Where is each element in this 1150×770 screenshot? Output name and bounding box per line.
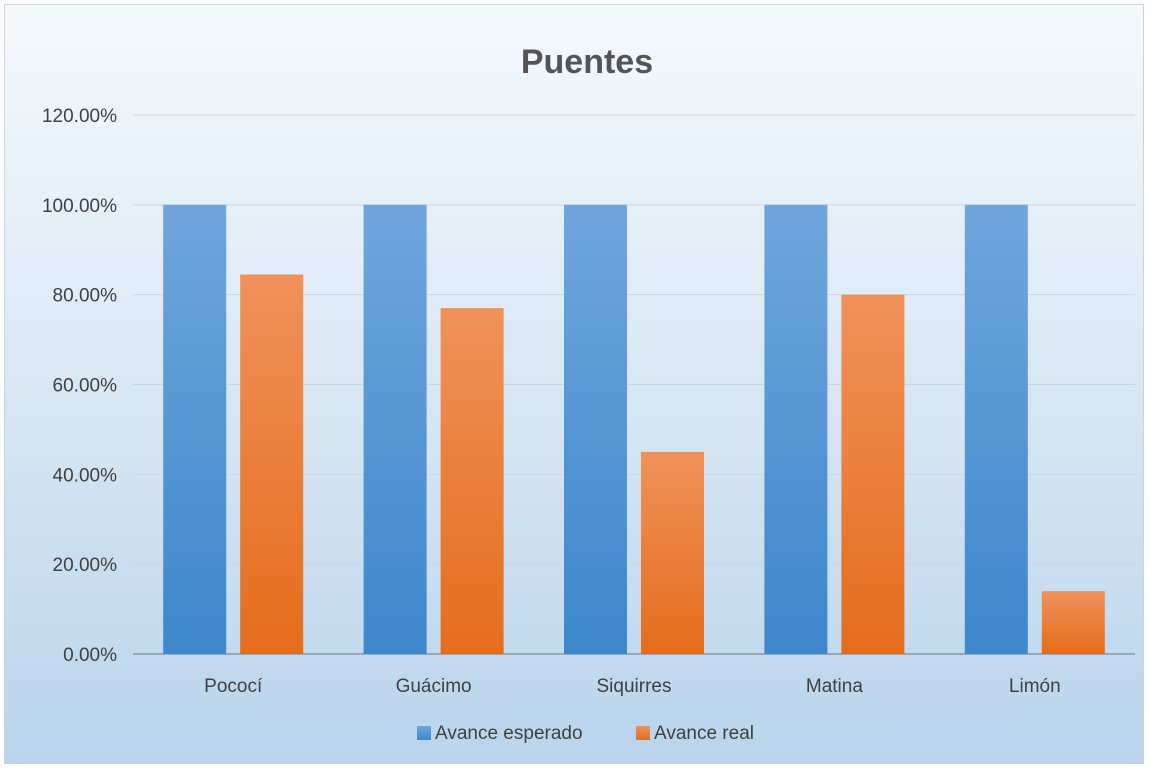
bar-avance-real bbox=[641, 451, 704, 654]
legend-swatch-avance-esperado bbox=[417, 726, 431, 740]
y-tick-label: 80.00% bbox=[53, 286, 118, 307]
bars bbox=[163, 204, 1105, 655]
chart-area: Puentes 0.00% 20.00% 40.00% 60.00% 80.00% 100… bbox=[4, 4, 1144, 764]
x-category-label: Guácimo bbox=[396, 676, 472, 697]
y-axis-ticks: 0.00% 20.00% 40.00% 60.00% 80.00% 100.00% 120.… bbox=[42, 106, 117, 666]
bar-avance-real bbox=[1041, 591, 1105, 654]
x-category-label: Limón bbox=[1009, 676, 1061, 697]
bar-avance-real bbox=[841, 294, 905, 654]
y-tick-label: 40.00% bbox=[53, 465, 118, 486]
legend: Avance esperado Avance real bbox=[417, 723, 754, 744]
bar-avance-real bbox=[240, 274, 304, 654]
x-category-label: Matina bbox=[806, 676, 863, 697]
y-tick-label: 60.00% bbox=[53, 376, 118, 397]
y-tick-label: 20.00% bbox=[53, 555, 118, 576]
bar-chart: Puentes 0.00% 20.00% 40.00% 60.00% 80.00% 100… bbox=[42, 43, 1135, 744]
legend-swatch-avance-real bbox=[636, 726, 650, 740]
bar-avance-real bbox=[440, 308, 504, 654]
x-category-label: Siquirres bbox=[597, 676, 672, 697]
legend-label-avance-real: Avance real bbox=[654, 723, 754, 744]
x-axis-categories: Pococí Guácimo Siquirres Matina Limón bbox=[204, 676, 1061, 697]
bar-avance-esperado bbox=[163, 204, 227, 655]
legend-label-avance-esperado: Avance esperado bbox=[435, 723, 583, 744]
bar-avance-esperado bbox=[964, 204, 1028, 655]
y-tick-label: 120.00% bbox=[42, 106, 117, 127]
x-category-label: Pococí bbox=[204, 676, 263, 697]
y-tick-label: 100.00% bbox=[42, 196, 117, 217]
bar-avance-esperado bbox=[363, 204, 427, 655]
bar-avance-esperado bbox=[564, 204, 627, 655]
y-tick-label: 0.00% bbox=[63, 645, 117, 666]
chart-title: Puentes bbox=[521, 43, 653, 81]
bar-avance-esperado bbox=[764, 204, 828, 655]
